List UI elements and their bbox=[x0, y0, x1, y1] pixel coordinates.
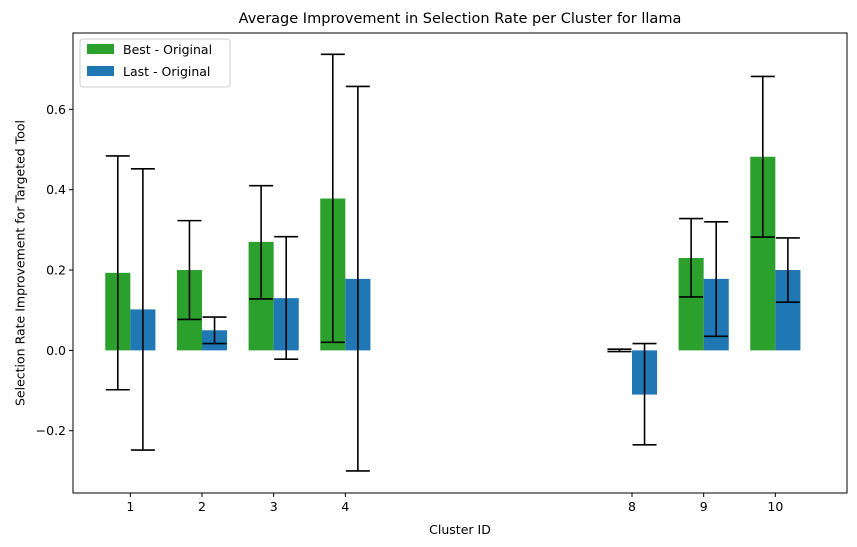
x-tick-label-10: 10 bbox=[767, 499, 783, 514]
x-tick-label-4: 4 bbox=[341, 499, 349, 514]
x-tick-label-9: 9 bbox=[700, 499, 708, 514]
legend-swatch-best bbox=[87, 44, 114, 54]
legend-label-last: Last - Original bbox=[123, 64, 210, 79]
x-tick-label-1: 1 bbox=[126, 499, 134, 514]
error-bars-layer bbox=[105, 53, 800, 472]
legend-box bbox=[79, 38, 231, 88]
y-tick-label-3: 0.4 bbox=[46, 182, 66, 197]
y-axis-ticks: −0.2 0.0 0.2 0.4 0.6 bbox=[36, 102, 73, 438]
x-axis-label: Cluster ID bbox=[429, 522, 491, 537]
x-tick-label-3: 3 bbox=[270, 499, 278, 514]
bars-layer bbox=[105, 156, 801, 395]
y-tick-label-4: 0.6 bbox=[46, 102, 66, 117]
y-axis-label: Selection Rate Improvement for Targeted … bbox=[12, 120, 27, 406]
x-tick-label-8: 8 bbox=[628, 499, 636, 514]
y-tick-label-1: 0.0 bbox=[46, 343, 66, 358]
x-tick-label-2: 2 bbox=[198, 499, 206, 514]
plot-frame bbox=[72, 32, 848, 494]
y-tick-label-2: 0.2 bbox=[46, 263, 66, 278]
chart-title: Average Improvement in Selection Rate pe… bbox=[239, 11, 682, 27]
legend-label-best: Best - Original bbox=[123, 42, 212, 57]
legend: Best - Original Last - Original bbox=[79, 38, 231, 88]
x-axis-ticks: 1 2 3 4 8 9 10 bbox=[126, 493, 783, 514]
y-tick-label-0: −0.2 bbox=[36, 423, 66, 438]
legend-swatch-last bbox=[87, 66, 114, 76]
